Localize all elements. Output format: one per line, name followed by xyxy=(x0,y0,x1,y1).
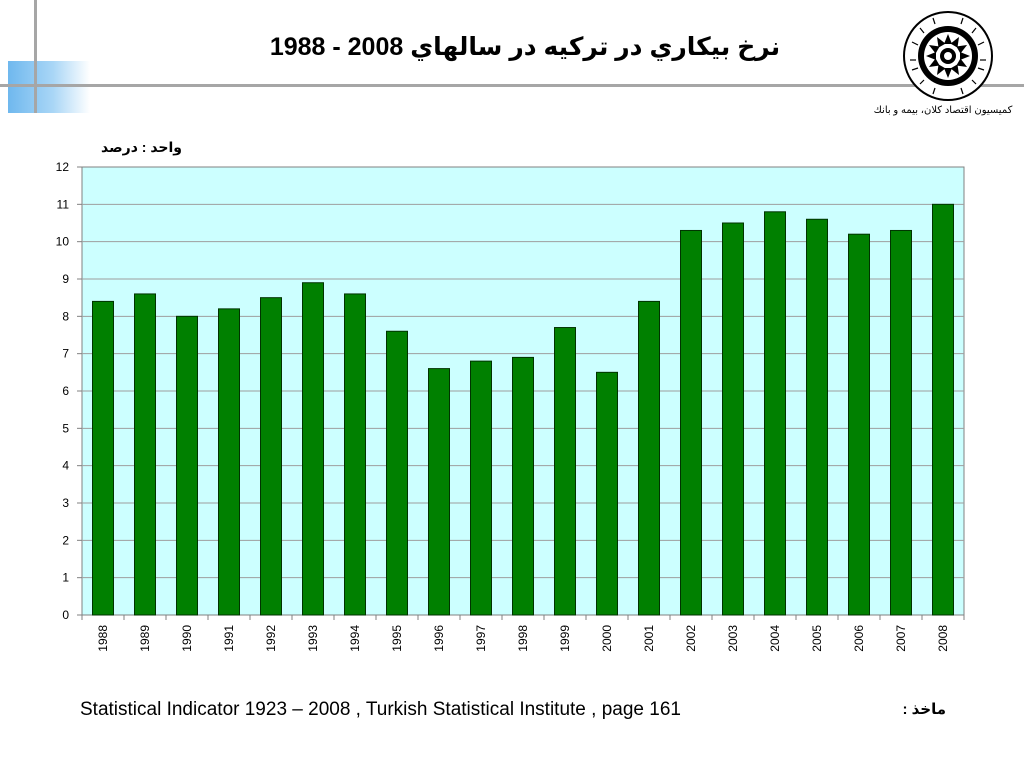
bar-1993 xyxy=(302,282,324,616)
y-tick-label: 7 xyxy=(62,347,69,361)
logo-caption: كميسيون اقتصاد كلان، بيمه و بانك xyxy=(873,105,1013,116)
decorative-horizontal-line xyxy=(0,84,1024,87)
bar-2007 xyxy=(890,229,912,616)
bar-1990 xyxy=(176,315,198,616)
bar-2003 xyxy=(722,222,744,616)
x-tick-label: 1998 xyxy=(516,625,530,652)
page-title: نرخ بيكاري در تركيه در سالهاي 2008 - 198… xyxy=(269,33,781,61)
source-label: ماخذ : xyxy=(902,701,946,718)
bars xyxy=(92,203,954,616)
x-tick-label: 2001 xyxy=(642,625,656,652)
x-tick-label: 1995 xyxy=(390,625,404,652)
x-tick-label: 1997 xyxy=(474,625,488,652)
y-tick-label: 9 xyxy=(62,272,69,286)
x-tick-label: 2004 xyxy=(768,625,782,652)
bar-2001 xyxy=(638,300,660,616)
x-axis-ticks: 1988 1989 1990 1991 1992 1993 1994 1995 1996 1997… xyxy=(81,615,965,652)
y-tick-label: 2 xyxy=(62,533,69,547)
x-tick-label: 1992 xyxy=(264,625,278,652)
bar-1991 xyxy=(218,308,240,616)
y-tick-label: 3 xyxy=(62,496,69,510)
y-tick-label: 4 xyxy=(62,459,69,473)
x-tick-label: 1996 xyxy=(432,625,446,652)
source-text: Statistical Indicator 1923 – 2008 , Turk… xyxy=(80,699,681,720)
bar-1999 xyxy=(554,327,576,616)
x-tick-label: 2007 xyxy=(894,625,908,652)
bar-1995 xyxy=(386,330,408,616)
bar-2000 xyxy=(596,371,618,616)
y-tick-label: 1 xyxy=(62,571,69,585)
chamber-of-commerce-seal-icon xyxy=(903,11,993,101)
bar-2006 xyxy=(848,233,870,616)
decorative-vertical-line xyxy=(34,0,37,113)
x-tick-label: 1993 xyxy=(306,625,320,652)
y-tick-label: 12 xyxy=(56,160,70,174)
y-tick-label: 11 xyxy=(57,197,70,211)
bar-1994 xyxy=(344,293,366,616)
bar-1992 xyxy=(260,297,282,616)
y-tick-label: 10 xyxy=(56,235,70,249)
x-tick-label: 1999 xyxy=(558,625,572,652)
x-tick-label: 1991 xyxy=(222,625,236,652)
x-tick-label: 2003 xyxy=(726,625,740,652)
bar-1988 xyxy=(92,300,114,616)
bar-2005 xyxy=(806,218,828,616)
bar-2002 xyxy=(680,229,702,616)
y-tick-label: 0 xyxy=(62,608,69,622)
x-tick-label: 1988 xyxy=(96,625,110,652)
x-tick-label: 2000 xyxy=(600,625,614,652)
y-tick-label: 5 xyxy=(62,421,69,435)
bar-1996 xyxy=(428,368,450,616)
x-tick-label: 1989 xyxy=(138,625,152,652)
y-tick-label: 6 xyxy=(62,384,69,398)
y-tick-label: 8 xyxy=(62,309,69,323)
bar-1997 xyxy=(470,360,492,616)
bar-2008 xyxy=(932,203,954,616)
x-tick-label: 1994 xyxy=(348,625,362,652)
x-tick-label: 2006 xyxy=(852,625,866,652)
x-tick-label: 2002 xyxy=(684,625,698,652)
x-tick-label: 1990 xyxy=(180,625,194,652)
x-tick-label: 2005 xyxy=(810,625,824,652)
bar-1998 xyxy=(512,356,534,616)
x-tick-label: 2008 xyxy=(936,625,950,652)
decorative-blue-block xyxy=(8,61,90,113)
unit-label: واحد : درصد xyxy=(101,139,182,155)
bar-2004 xyxy=(764,211,786,616)
bar-1989 xyxy=(134,293,156,616)
